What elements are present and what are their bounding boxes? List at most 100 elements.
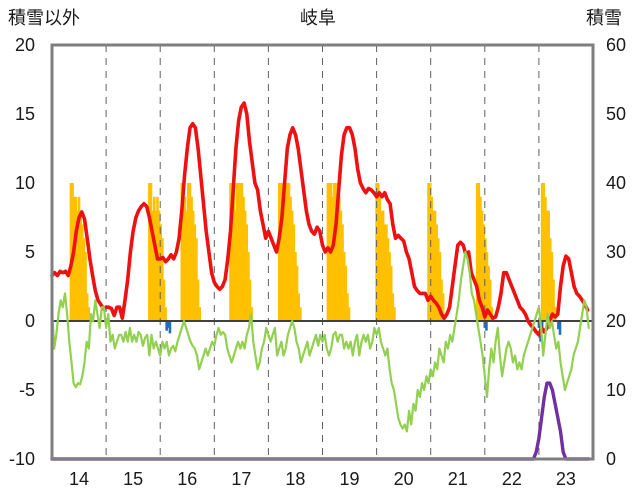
orange-bar xyxy=(157,210,161,321)
orange-bar xyxy=(79,210,82,321)
y-right-tick-label: 30 xyxy=(606,242,626,262)
y-left-tick-label: -5 xyxy=(19,380,35,400)
orange-bar xyxy=(553,307,557,321)
orange-bar xyxy=(475,183,479,321)
orange-bar xyxy=(334,183,338,321)
frame-layer xyxy=(50,43,595,461)
orange-bar xyxy=(240,183,244,321)
orange-bar xyxy=(393,307,396,321)
orange-bar xyxy=(149,183,153,321)
orange-bar xyxy=(151,210,154,321)
orange-bar xyxy=(380,210,383,321)
orange-bar xyxy=(548,238,552,321)
orange-bar xyxy=(77,196,81,321)
orange-bar xyxy=(295,265,299,321)
orange-bar xyxy=(386,238,390,321)
orange-bar xyxy=(74,196,78,321)
y-left-tick-label: 5 xyxy=(25,242,35,262)
y-left-tick-label: -10 xyxy=(9,449,35,469)
orange-bar xyxy=(336,183,339,321)
orange-bar xyxy=(290,210,294,321)
orange-bar xyxy=(188,183,192,321)
y-right-tick-label: 0 xyxy=(606,449,616,469)
orange-bar xyxy=(281,183,284,321)
orange-bar xyxy=(159,224,163,321)
orange-bar xyxy=(339,210,343,321)
orange-bar xyxy=(341,224,344,321)
orange-bar xyxy=(299,307,302,321)
orange-bar xyxy=(286,183,289,321)
orange-bar xyxy=(488,279,492,321)
orange-bar xyxy=(376,183,380,321)
orange-bar xyxy=(375,183,378,321)
y-left-tick-label: 10 xyxy=(15,173,35,193)
orange-bar xyxy=(540,183,544,321)
orange-bar xyxy=(485,252,489,321)
orange-bar xyxy=(484,238,487,321)
orange-bar xyxy=(440,279,443,321)
orange-bar xyxy=(191,210,195,321)
orange-bar xyxy=(164,307,167,321)
orange-bar xyxy=(161,238,164,321)
orange-bar xyxy=(182,183,185,321)
orange-bar xyxy=(279,183,283,321)
x-tick-label: 16 xyxy=(177,469,197,489)
orange-bar xyxy=(482,224,486,321)
orange-bar xyxy=(229,183,232,321)
orange-bar xyxy=(292,224,296,321)
orange-bar xyxy=(287,183,291,321)
plot-frame xyxy=(50,43,595,461)
y-right-tick-label: 10 xyxy=(606,380,626,400)
y-right-tick-label: 20 xyxy=(606,311,626,331)
orange-bar xyxy=(344,265,348,321)
x-tick-label: 15 xyxy=(123,469,143,489)
orange-bar xyxy=(294,252,297,321)
orange-bar xyxy=(326,183,330,321)
blue-bar xyxy=(485,321,488,331)
y-right-tick-label: 60 xyxy=(606,35,626,55)
orange-bar xyxy=(477,183,481,321)
orange-bar xyxy=(385,224,388,321)
blue-bar xyxy=(557,321,560,330)
orange-bar xyxy=(187,183,190,321)
orange-bar xyxy=(342,252,346,321)
orange-bar xyxy=(154,210,158,321)
x-tick-label: 14 xyxy=(69,469,89,489)
orange-bar xyxy=(81,224,84,321)
orange-bar xyxy=(487,265,490,321)
orange-bar xyxy=(435,224,438,321)
orange-bar xyxy=(243,210,247,321)
orange-bar xyxy=(277,183,281,321)
orange-bar xyxy=(183,196,187,321)
series-line-purple xyxy=(50,381,591,461)
orange-bar xyxy=(441,293,445,321)
orange-bar xyxy=(76,210,79,321)
x-tick-label: 22 xyxy=(502,469,522,489)
orange-bar xyxy=(544,196,547,321)
orange-bar xyxy=(196,279,200,321)
orange-bar xyxy=(232,183,236,321)
orange-bar xyxy=(480,210,484,321)
orange-bar xyxy=(234,210,237,321)
orange-bar xyxy=(248,279,252,321)
orange-bar xyxy=(552,279,555,321)
orange-bar xyxy=(428,183,432,321)
orange-bar xyxy=(337,196,341,321)
orange-bar xyxy=(235,183,239,321)
y-left-tick-label: 20 xyxy=(15,35,35,55)
orange-bar xyxy=(381,210,385,321)
orange-bar xyxy=(346,293,349,321)
orange-bar xyxy=(333,183,336,321)
orange-bar xyxy=(180,183,184,321)
orange-bar xyxy=(438,252,442,321)
y-right-tick-label: 40 xyxy=(606,173,626,193)
y-axis-left-label: 積雪以外 xyxy=(8,8,80,28)
orange-bar xyxy=(545,210,549,321)
orange-bar xyxy=(432,210,435,321)
orange-bar xyxy=(388,252,391,321)
orange-bar xyxy=(289,196,292,321)
orange-bar xyxy=(69,183,73,321)
orange-bar xyxy=(195,238,198,321)
y-axis-right-label: 積雪 xyxy=(586,8,622,28)
